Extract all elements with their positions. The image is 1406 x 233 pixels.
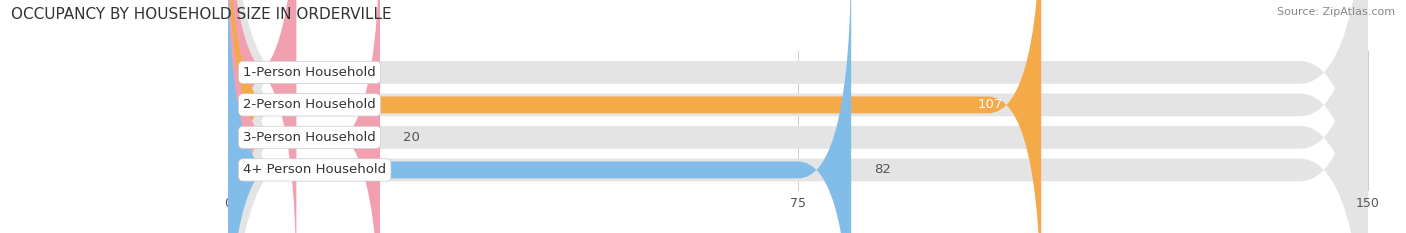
FancyBboxPatch shape	[228, 0, 1368, 233]
Text: 9: 9	[319, 66, 328, 79]
FancyBboxPatch shape	[228, 0, 297, 233]
Text: Source: ZipAtlas.com: Source: ZipAtlas.com	[1277, 7, 1395, 17]
Text: 3-Person Household: 3-Person Household	[243, 131, 375, 144]
Text: 4+ Person Household: 4+ Person Household	[243, 163, 387, 176]
FancyBboxPatch shape	[228, 0, 851, 233]
Text: 2-Person Household: 2-Person Household	[243, 98, 375, 111]
FancyBboxPatch shape	[228, 0, 380, 233]
FancyBboxPatch shape	[228, 0, 1042, 233]
Text: 20: 20	[402, 131, 419, 144]
Text: 1-Person Household: 1-Person Household	[243, 66, 375, 79]
Text: OCCUPANCY BY HOUSEHOLD SIZE IN ORDERVILLE: OCCUPANCY BY HOUSEHOLD SIZE IN ORDERVILL…	[11, 7, 392, 22]
Text: 82: 82	[875, 163, 891, 176]
FancyBboxPatch shape	[228, 0, 1368, 233]
FancyBboxPatch shape	[228, 0, 1368, 233]
FancyBboxPatch shape	[228, 0, 1368, 233]
Text: 107: 107	[977, 98, 1004, 111]
